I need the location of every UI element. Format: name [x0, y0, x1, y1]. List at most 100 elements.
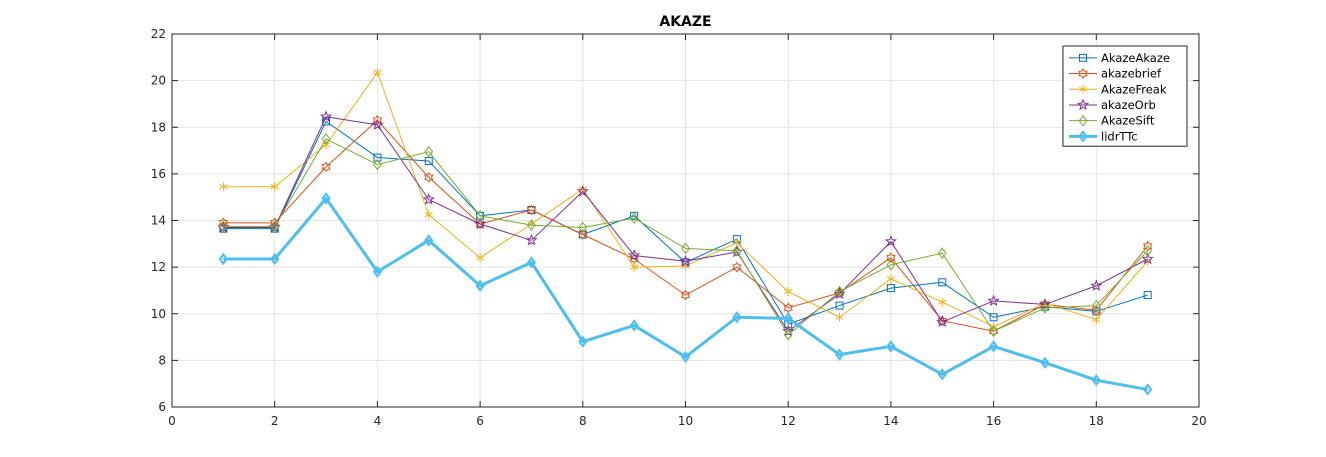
- pentagram-marker-akazeOrb-18: [1090, 279, 1103, 291]
- x-tick-label: 14: [883, 414, 898, 428]
- diamond-marker-AkazeSift-17: [1040, 302, 1050, 314]
- x-tick-label: 4: [374, 414, 382, 428]
- x-tick-label: 2: [271, 414, 279, 428]
- asterisk-stroke: [1092, 316, 1101, 323]
- x-tick-label: 10: [678, 414, 693, 428]
- asterisk-marker-AkazeFreak-6: [475, 253, 485, 263]
- asterisk-stroke: [784, 288, 793, 295]
- pentagram-marker-akazeOrb-8: [576, 185, 589, 197]
- hexagram-marker-legend: [1078, 68, 1088, 79]
- diamond-marker-lidrTTc-11: [732, 311, 742, 324]
- series-line-lidrTTc: [223, 196, 1148, 391]
- diamond-marker-legend: [1078, 130, 1088, 143]
- legend-item-lidrTTc: lidrTTc: [1069, 129, 1138, 143]
- asterisk-marker-legend: [1078, 84, 1088, 94]
- y-tick-label: 18: [151, 120, 166, 134]
- x-tick-label: 12: [781, 414, 796, 428]
- pentagram-marker-akazeOrb-17: [1038, 298, 1051, 310]
- series-lines: [217, 67, 1154, 396]
- pentagram-marker-akazeOrb-9: [628, 249, 641, 261]
- asterisk-marker-AkazeFreak-18: [1092, 315, 1101, 325]
- hexagram-marker-akazebrief-5: [424, 171, 434, 183]
- asterisk-marker-AkazeFreak-14: [886, 274, 896, 284]
- diamond-marker-lidrTTc-16: [988, 340, 999, 353]
- pentagram-marker-akazeOrb-7: [525, 233, 538, 246]
- diamond-marker-lidrTTc-9: [629, 319, 639, 332]
- square-marker-AkazeAkaze-19: [1143, 291, 1152, 300]
- pentagram-marker-akazeOrb-10: [679, 254, 692, 267]
- asterisk-stroke: [270, 184, 279, 190]
- series-AkazeSift: [218, 133, 1153, 341]
- diamond-marker-lidrTTc-4: [372, 265, 383, 278]
- asterisk-marker-AkazeFreak-2: [270, 182, 279, 192]
- pentagram-marker-akazeOrb-6: [474, 217, 487, 230]
- hexagram-marker-akazebrief-17: [1040, 299, 1050, 310]
- series-lidrTTc: [218, 192, 1153, 396]
- asterisk-stroke: [373, 69, 382, 76]
- diamond-marker-AkazeSift-14: [886, 258, 896, 271]
- hexagram-marker-akazebrief-7: [526, 204, 537, 216]
- hexagram-marker-akazebrief-14: [886, 252, 896, 264]
- y-tick-label: 16: [151, 167, 166, 181]
- square-marker-AkazeAkaze-15: [938, 278, 947, 287]
- diamond-marker-lidrTTc-1: [218, 252, 228, 266]
- asterisk-stroke: [475, 255, 485, 261]
- pentagram-marker-akazeOrb-15: [936, 315, 949, 328]
- diamond-marker-AkazeSift-12: [783, 328, 793, 341]
- series-line-akazeOrb: [223, 116, 1148, 332]
- legend-item-AkazeSift: AkazeSift: [1069, 114, 1155, 128]
- pentagram-marker-akazeOrb-4: [371, 118, 384, 131]
- square-marker-AkazeAkaze-16: [989, 313, 998, 322]
- legend-label: lidrTTc: [1101, 129, 1138, 143]
- diamond-marker-AkazeSift-4: [373, 158, 382, 171]
- legend-item-AkazeAkaze: AkazeAkaze: [1069, 51, 1170, 65]
- asterisk-marker-AkazeFreak-13: [835, 312, 844, 322]
- x-tick-label: 16: [986, 414, 1001, 428]
- legend-item-akazebrief: akazebrief: [1069, 67, 1162, 81]
- diamond-marker-lidrTTc-2: [270, 252, 280, 266]
- legend-item-AkazeFreak: AkazeFreak: [1069, 82, 1167, 96]
- hexagram-marker-akazebrief-18: [1091, 304, 1101, 316]
- asterisk-stroke: [424, 211, 433, 218]
- diamond-marker-AkazeSift-7: [527, 219, 536, 231]
- pentagram-marker-akazeOrb-14: [884, 235, 897, 247]
- asterisk-stroke: [732, 239, 742, 246]
- diamond-marker-lidrTTc-19: [1143, 383, 1153, 396]
- hexagram-marker-akazebrief-15: [937, 315, 947, 327]
- asterisk-stroke: [527, 221, 536, 227]
- pentagram-marker-akazeOrb-19: [1141, 252, 1154, 265]
- asterisk-marker-AkazeFreak-1: [219, 182, 228, 192]
- legend-label: akazebrief: [1101, 67, 1162, 81]
- square-marker-AkazeAkaze-8: [578, 230, 587, 239]
- diamond-marker-lidrTTc-8: [578, 335, 588, 348]
- asterisk-stroke: [629, 264, 639, 270]
- y-tick-label: 12: [151, 260, 166, 274]
- hexagram-marker-akazebrief-8: [578, 229, 588, 240]
- diamond-marker-AkazeSift-16: [989, 325, 998, 338]
- diamond-marker-AkazeSift-13: [835, 285, 844, 298]
- diamond-marker-lidrTTc-14: [886, 340, 896, 353]
- diamond-marker-AkazeSift-19: [1143, 244, 1153, 257]
- diamond-marker-AkazeSift-10: [681, 242, 690, 255]
- x-tick-label: 20: [1191, 414, 1206, 428]
- asterisk-marker-AkazeFreak-5: [424, 210, 433, 220]
- legend-item-akazeOrb: akazeOrb: [1069, 98, 1156, 112]
- square-marker-AkazeAkaze-12: [784, 320, 793, 329]
- pentagram-marker-akazeOrb-5: [422, 193, 435, 205]
- diamond-marker-lidrTTc-5: [424, 234, 434, 247]
- hexagram-marker-akazebrief-10: [680, 289, 691, 301]
- hexagram-marker-akazebrief-3: [321, 161, 331, 173]
- asterisk-marker-AkazeFreak-4: [373, 67, 382, 77]
- diamond-marker-lidrTTc-6: [475, 279, 485, 292]
- asterisk-marker-AkazeFreak-9: [629, 262, 639, 272]
- x-tick-label: 8: [579, 414, 587, 428]
- y-tick-label: 8: [158, 353, 166, 367]
- square-marker-AkazeAkaze-7: [527, 206, 536, 215]
- pentagram-marker-akazeOrb-3: [320, 110, 333, 122]
- diamond-marker-AkazeSift-5: [424, 145, 434, 158]
- diamond-marker-lidrTTc-3: [321, 192, 331, 205]
- diamond-marker-legend: [1078, 114, 1088, 127]
- diamond-marker-AkazeSift-18: [1091, 299, 1101, 312]
